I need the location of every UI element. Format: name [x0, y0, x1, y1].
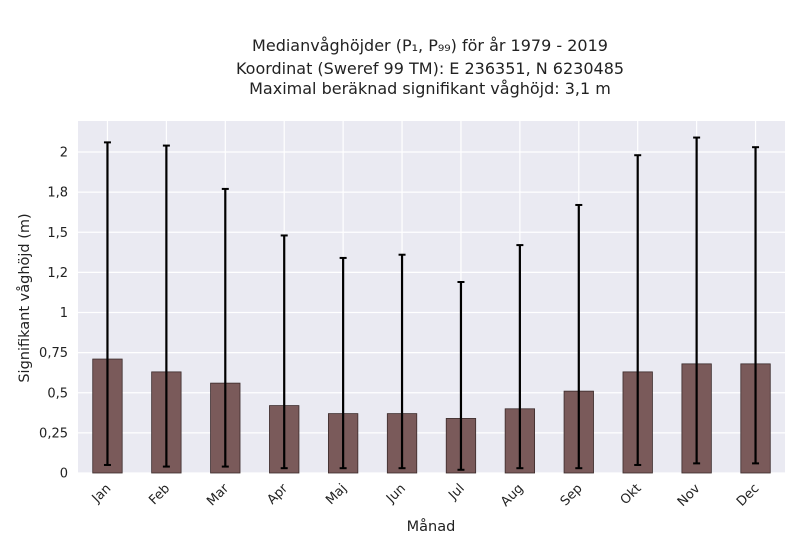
y-tick-label: 1: [60, 306, 68, 321]
y-tick-label: 2: [60, 146, 68, 161]
y-tick-label: 1,5: [47, 226, 68, 241]
error-bar: [693, 136, 701, 465]
x-tick-label: Apr: [265, 481, 292, 508]
x-tick-label: Sep: [558, 481, 586, 509]
y-tick-label: 0,25: [39, 426, 68, 441]
x-axis-ticks: Jan Feb Mar Apr Maj Jun Jul Aug Sep Okt Nov Dec: [89, 481, 763, 510]
y-tick-label: 1,8: [47, 186, 68, 201]
y-tick-label: 0,5: [47, 386, 68, 401]
x-tick-label: Maj: [323, 481, 350, 508]
x-tick-label: Okt: [618, 481, 645, 508]
plot-area: [78, 121, 785, 473]
error-bars: [103, 136, 760, 471]
x-tick-label: Jun: [383, 481, 409, 507]
y-tick-label: 0: [60, 467, 68, 482]
y-tick-label: 1,2: [47, 266, 68, 281]
x-tick-label: Jan: [89, 481, 114, 506]
title-line-1: Medianvåghöjder (P₁, P₉₉) för år 1979 - …: [252, 36, 608, 55]
error-bar: [103, 141, 111, 466]
x-tick-label: Aug: [498, 481, 527, 510]
error-bar: [457, 281, 465, 471]
error-bar: [162, 144, 170, 468]
x-tick-label: Nov: [675, 481, 704, 510]
y-tick-label: 0,75: [39, 346, 68, 361]
x-tick-label: Mar: [204, 481, 232, 509]
title-line-2: Koordinat (Sweref 99 TM): E 236351, N 62…: [236, 59, 624, 78]
error-bar: [280, 234, 288, 470]
x-tick-label: Jul: [445, 481, 467, 503]
error-bar: [339, 256, 347, 470]
x-tick-label: Feb: [146, 481, 173, 508]
error-bar: [221, 187, 229, 468]
error-bar: [516, 244, 524, 470]
error-bar: [634, 154, 642, 466]
chart-title: Medianvåghöjder (P₁, P₉₉) för år 1979 - …: [236, 36, 624, 98]
y-axis-ticks: 0 0,25 0,5 0,75 1 1,2 1,5 1,8 2: [39, 146, 68, 482]
x-axis-label: Månad: [407, 518, 456, 535]
y-axis-label: Signifikant våghöjd (m): [16, 213, 33, 382]
error-bar: [398, 253, 406, 470]
error-bar: [752, 146, 760, 465]
title-line-3: Maximal beräknad signifikant våghöjd: 3,…: [249, 79, 611, 98]
error-bar: [575, 203, 583, 470]
x-tick-label: Dec: [734, 481, 762, 509]
